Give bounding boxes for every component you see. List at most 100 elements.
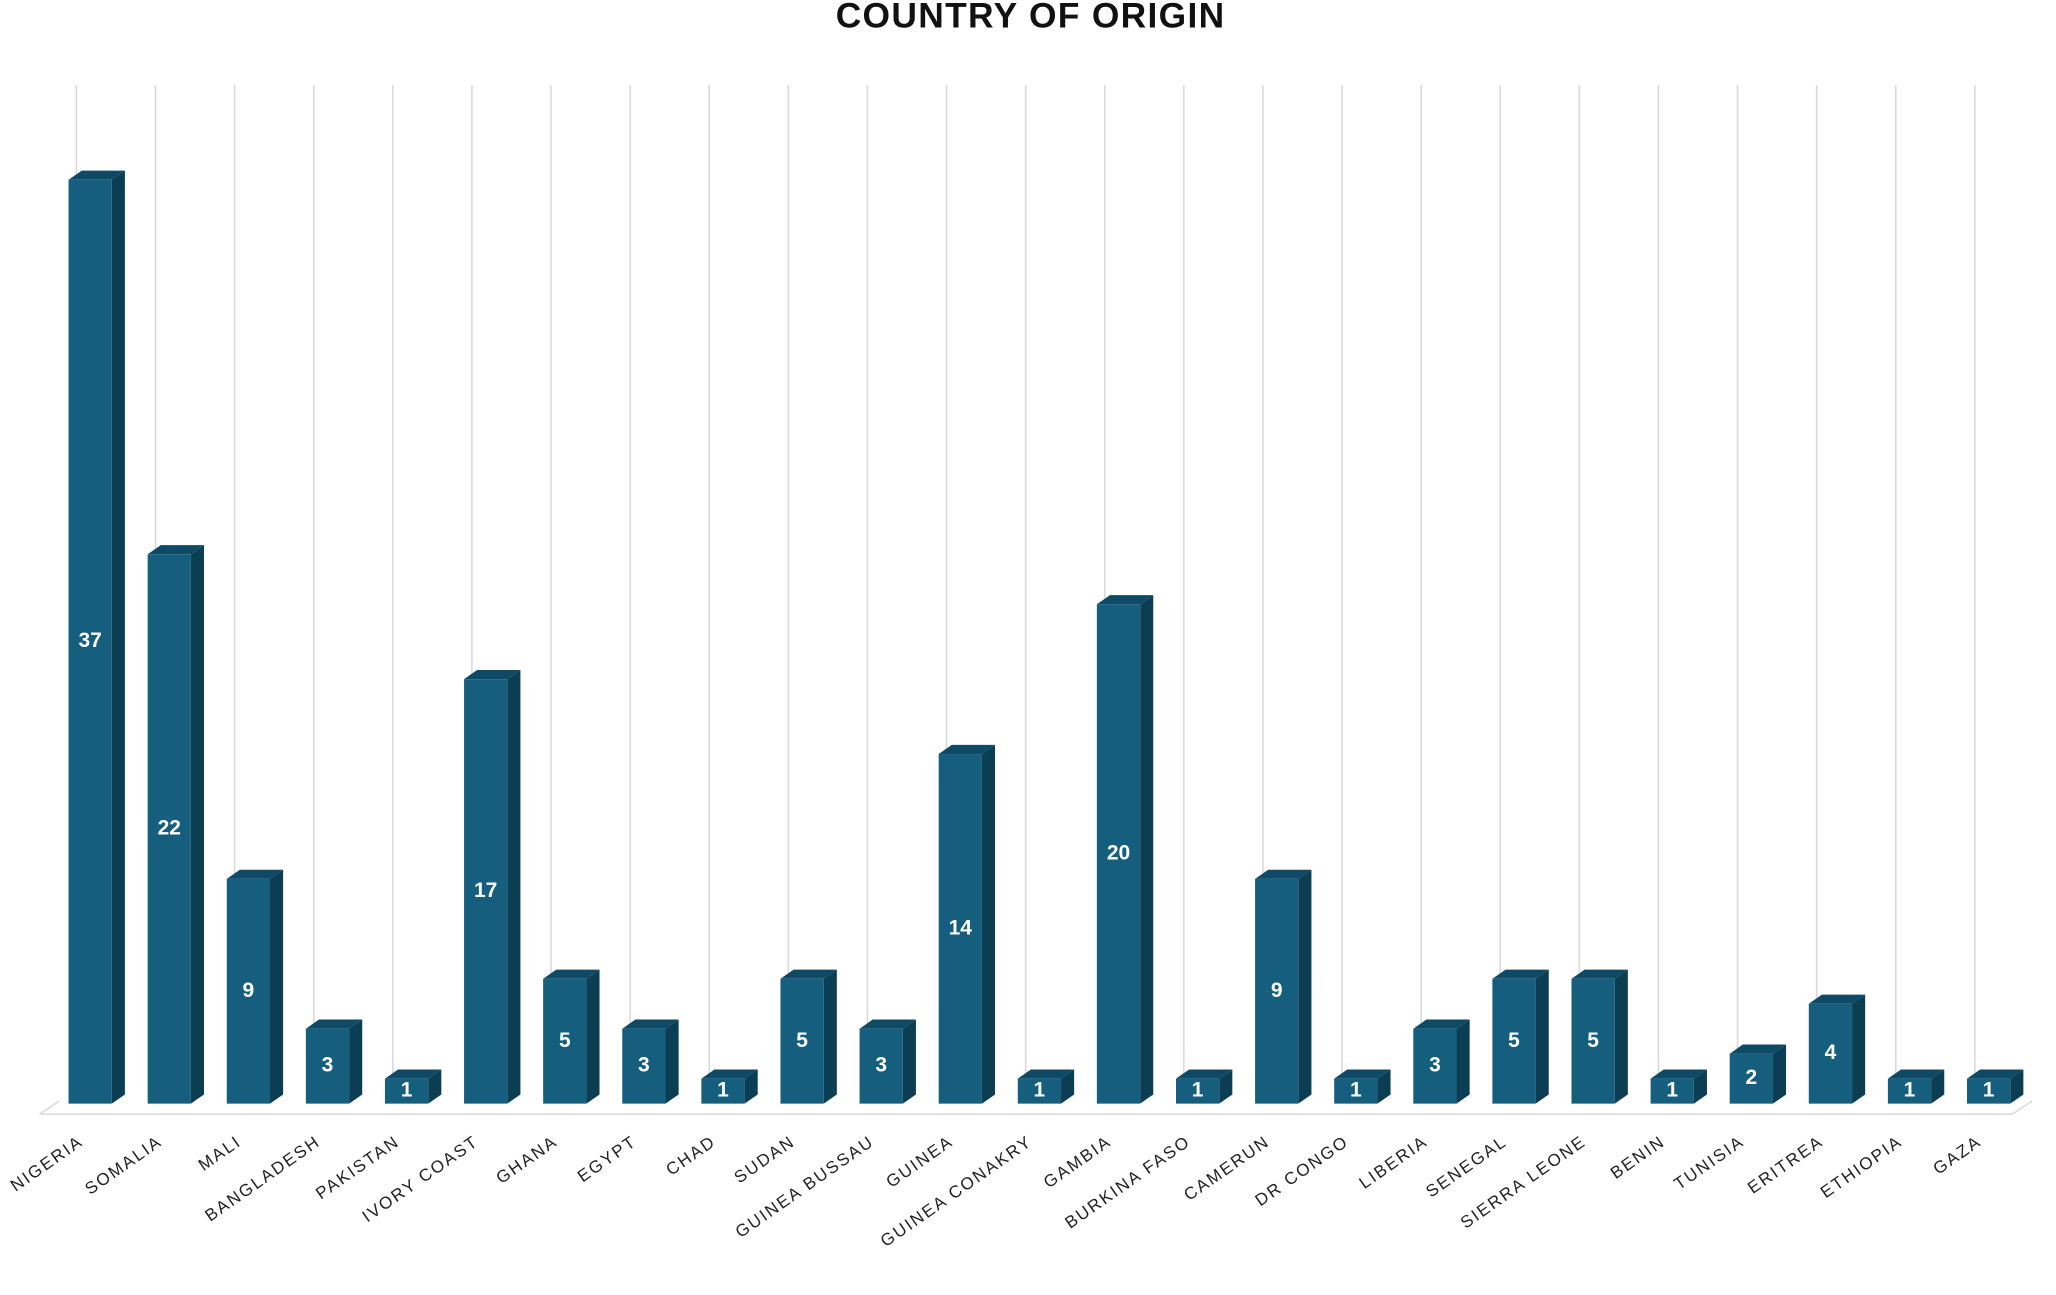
value-label: 1 <box>401 1079 413 1102</box>
bar-side <box>1852 994 1866 1104</box>
bar-top <box>859 1019 916 1029</box>
x-tick-label: MALI <box>195 1132 245 1175</box>
bar-side <box>1772 1044 1787 1104</box>
bar <box>464 679 508 1104</box>
bar-top <box>1175 1069 1233 1079</box>
x-tick-label: ETHIOPIA <box>1817 1132 1906 1202</box>
value-label: 14 <box>949 916 973 939</box>
value-label: 9 <box>1271 979 1283 1002</box>
bar <box>1334 1078 1378 1104</box>
chart-title: COUNTRY OF ORIGIN <box>836 0 1226 36</box>
value-label: 1 <box>717 1079 729 1102</box>
bar-top <box>1571 969 1628 979</box>
bar-top <box>622 1019 679 1029</box>
bar-top <box>226 869 284 879</box>
bar <box>859 1028 903 1104</box>
bar <box>1650 1078 1694 1104</box>
bar <box>780 978 824 1104</box>
value-label: 3 <box>1429 1054 1441 1077</box>
bar-top <box>305 1019 363 1029</box>
x-tick-label: GUINEA <box>883 1132 957 1192</box>
bar-top <box>1017 1069 1075 1079</box>
bar-top <box>68 170 125 180</box>
x-tick-label: LIBERIA <box>1356 1132 1432 1193</box>
value-label: 1 <box>1350 1079 1362 1102</box>
bar-side <box>1140 595 1154 1104</box>
value-label: 1 <box>1666 1079 1678 1102</box>
bar-side <box>665 1019 679 1104</box>
bar-side <box>1456 1019 1470 1104</box>
x-tick-label: SOMALIA <box>81 1132 165 1199</box>
bar-side <box>586 969 600 1104</box>
x-tick-label: GUINEA BUSSAU <box>732 1132 878 1242</box>
bar-top <box>1096 595 1154 605</box>
value-label: 5 <box>559 1029 571 1052</box>
x-tick-label: GUINEA CONAKRY <box>877 1132 1036 1251</box>
x-tick-label: BENIN <box>1607 1132 1669 1183</box>
x-tick-label: ERITREA <box>1744 1132 1827 1198</box>
bar <box>1255 878 1299 1104</box>
bar-top <box>1413 1019 1470 1029</box>
bar-side <box>1693 1069 1707 1104</box>
bar <box>1571 978 1615 1104</box>
bar <box>305 1028 350 1104</box>
x-tick-label: SUDAN <box>731 1132 799 1187</box>
value-label: 3 <box>875 1054 887 1077</box>
bar-top <box>1967 1069 2024 1079</box>
bar <box>543 978 587 1104</box>
bar <box>1729 1053 1773 1104</box>
bar-top <box>464 669 521 680</box>
bar-top <box>1729 1044 1787 1054</box>
x-tick-label: TUNISIA <box>1671 1132 1748 1194</box>
bar-side <box>1219 1069 1233 1104</box>
bar-side <box>1931 1069 1945 1104</box>
value-label: 5 <box>1587 1029 1599 1052</box>
bar <box>938 754 982 1104</box>
bar-side <box>1298 869 1312 1104</box>
bar-side <box>744 1069 758 1104</box>
value-label: 4 <box>1825 1041 1837 1064</box>
bar-side <box>1061 1069 1075 1104</box>
value-label: 3 <box>322 1054 334 1077</box>
value-label: 3 <box>638 1054 650 1077</box>
bar <box>1492 978 1536 1104</box>
bar-top <box>147 545 205 555</box>
bar-top <box>1650 1069 1707 1079</box>
bar <box>1413 1028 1457 1104</box>
value-label: 9 <box>243 979 255 1002</box>
bar <box>384 1078 429 1104</box>
bar-top <box>1887 1069 1945 1079</box>
bar <box>1887 1078 1932 1104</box>
bar <box>226 878 271 1104</box>
bar-top <box>384 1069 442 1079</box>
bar-side <box>270 869 284 1104</box>
value-label: 37 <box>79 629 102 652</box>
value-label: 2 <box>1745 1066 1757 1089</box>
bar-top <box>780 969 837 979</box>
bar-top <box>938 744 996 755</box>
x-tick-label: GAMBIA <box>1040 1132 1115 1192</box>
bar-side <box>1377 1069 1391 1104</box>
bar-side <box>1614 969 1628 1104</box>
value-label: 1 <box>1192 1079 1204 1102</box>
floor-line <box>39 1100 60 1115</box>
value-label: 1 <box>1904 1079 1916 1102</box>
x-tick-label: EGYPT <box>574 1132 640 1186</box>
bar <box>1175 1078 1220 1104</box>
bar <box>1096 604 1141 1104</box>
bar-side <box>981 744 996 1104</box>
x-tick-label: GHANA <box>493 1132 562 1188</box>
value-label: 22 <box>158 817 181 840</box>
bar <box>147 554 191 1104</box>
value-label: 17 <box>474 879 497 902</box>
bar <box>1808 1003 1853 1104</box>
bar-top <box>1334 1069 1391 1079</box>
bar-side <box>111 170 125 1104</box>
bar-side <box>902 1019 916 1104</box>
bar-top <box>1492 969 1549 979</box>
bar-side <box>349 1019 363 1104</box>
bar-top <box>1255 869 1312 879</box>
bar-side <box>507 669 521 1104</box>
bar-side <box>190 545 205 1104</box>
